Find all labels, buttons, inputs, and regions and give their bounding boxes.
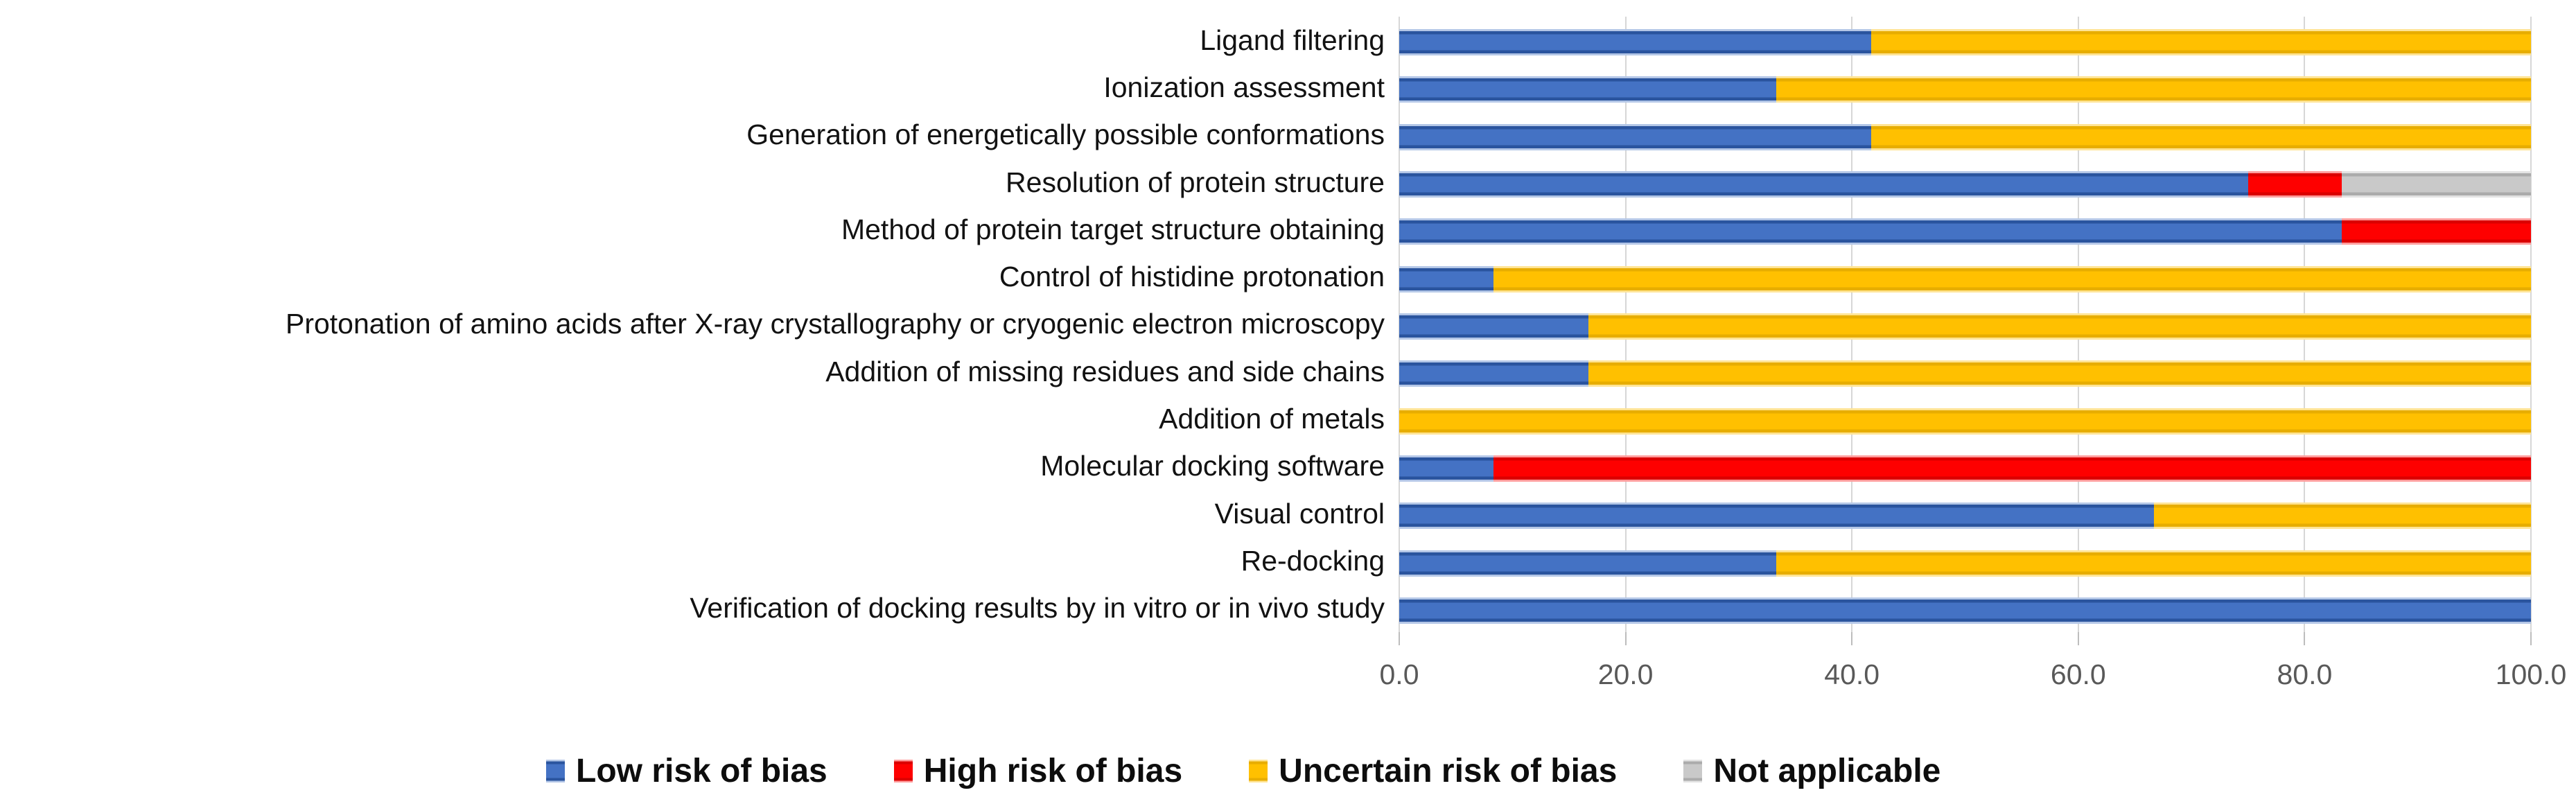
gridline bbox=[2530, 17, 2532, 632]
bar-segment-low-risk-of-bias bbox=[1399, 76, 1776, 103]
bar-segment-low-risk-of-bias bbox=[1399, 597, 2531, 624]
stacked-bar bbox=[1399, 265, 2531, 292]
bar-segment-low-risk-of-bias bbox=[1399, 313, 1588, 340]
x-axis-labels: 0.0 20.0 40.0 60.0 80.0 100.0 bbox=[1380, 658, 2567, 694]
x-axis-tick bbox=[2077, 632, 2079, 645]
bar-segment-uncertain-risk-of-bias bbox=[1870, 123, 2531, 150]
bar-segment-low-risk-of-bias bbox=[1399, 360, 1588, 387]
x-axis-tickmarks bbox=[1399, 632, 2532, 645]
x-axis-tick bbox=[1624, 632, 1627, 645]
bar-row bbox=[1399, 112, 2531, 159]
bar-segment-low-risk-of-bias bbox=[1399, 550, 1776, 577]
legend-swatch bbox=[1683, 759, 1703, 783]
x-axis-tick-label: 0.0 bbox=[1379, 658, 1419, 690]
legend-item: Not applicable bbox=[1683, 752, 1940, 790]
stacked-bar bbox=[1399, 503, 2531, 530]
bar-row bbox=[1399, 301, 2531, 348]
legend-label: High risk of bias bbox=[923, 752, 1183, 789]
bar-segment-low-risk-of-bias bbox=[1399, 29, 1871, 56]
bar-row bbox=[1399, 17, 2531, 64]
bar-segment-uncertain-risk-of-bias bbox=[1399, 408, 2531, 435]
stacked-bar bbox=[1399, 29, 2531, 56]
category-label: Molecular docking software bbox=[1040, 450, 1385, 482]
bar-segment-uncertain-risk-of-bias bbox=[1493, 265, 2531, 292]
legend-label: Not applicable bbox=[1713, 752, 1941, 789]
bar-segment-low-risk-of-bias bbox=[1399, 265, 1493, 292]
category-label: Generation of energetically possible con… bbox=[746, 119, 1385, 151]
stacked-bar bbox=[1399, 408, 2531, 435]
bar-row bbox=[1399, 585, 2531, 632]
x-axis-tick bbox=[2304, 632, 2306, 645]
bar-segment-high-risk-of-bias bbox=[2342, 218, 2531, 245]
category-label: Protonation of amino acids after X-ray c… bbox=[285, 308, 1385, 340]
category-label: Ligand filtering bbox=[1200, 24, 1385, 56]
x-axis-tick bbox=[1851, 632, 1853, 645]
bar-segment-low-risk-of-bias bbox=[1399, 218, 2342, 245]
stacked-bar bbox=[1399, 218, 2531, 245]
legend-item: Uncertain risk of bias bbox=[1249, 752, 1617, 790]
x-axis-tick-label: 20.0 bbox=[1597, 658, 1654, 690]
legend-swatch bbox=[546, 759, 565, 783]
bar-row bbox=[1399, 490, 2531, 537]
stacked-bar bbox=[1399, 76, 2531, 103]
bar-segment-low-risk-of-bias bbox=[1399, 171, 2248, 198]
stacked-bar bbox=[1399, 171, 2531, 198]
legend-item: High risk of bias bbox=[893, 752, 1183, 790]
stacked-bar bbox=[1399, 313, 2531, 340]
category-label: Re-docking bbox=[1241, 545, 1385, 577]
stacked-bar bbox=[1399, 123, 2531, 150]
bar-segment-high-risk-of-bias bbox=[2248, 171, 2342, 198]
bar-segment-high-risk-of-bias bbox=[1493, 455, 2531, 482]
plot-area bbox=[1399, 17, 2532, 632]
bar-row bbox=[1399, 348, 2531, 395]
bar-segment-low-risk-of-bias bbox=[1399, 503, 2155, 530]
bar-segment-uncertain-risk-of-bias bbox=[1870, 29, 2531, 56]
bar-row bbox=[1399, 206, 2531, 253]
legend-item: Low risk of bias bbox=[546, 752, 827, 790]
bar-segment-uncertain-risk-of-bias bbox=[1776, 550, 2531, 577]
stacked-bar bbox=[1399, 455, 2531, 482]
bar-segment-uncertain-risk-of-bias bbox=[1588, 360, 2531, 387]
bar-segment-uncertain-risk-of-bias bbox=[2154, 503, 2531, 530]
x-axis-tick-label: 80.0 bbox=[2277, 658, 2333, 690]
legend-label: Uncertain risk of bias bbox=[1279, 752, 1618, 789]
bar-row bbox=[1399, 64, 2531, 111]
bar-segment-low-risk-of-bias bbox=[1399, 123, 1871, 150]
x-axis-tick bbox=[1399, 632, 1400, 645]
bar-segment-low-risk-of-bias bbox=[1399, 455, 1493, 482]
category-label: Ionization assessment bbox=[1103, 71, 1385, 103]
chart-legend: Low risk of bias High risk of bias Uncerta… bbox=[546, 751, 1940, 790]
legend-label: Low risk of bias bbox=[576, 752, 827, 789]
bar-row bbox=[1399, 254, 2531, 301]
category-label: Verification of docking results by in vi… bbox=[690, 592, 1385, 624]
bar-row bbox=[1399, 395, 2531, 442]
x-axis-tick-label: 40.0 bbox=[1824, 658, 1880, 690]
x-axis-tick-label: 100.0 bbox=[2495, 658, 2567, 690]
bar-row bbox=[1399, 159, 2531, 206]
category-axis: Ligand filtering Ionization assessment Gen… bbox=[0, 17, 1385, 632]
category-label: Method of protein target structure obtai… bbox=[841, 213, 1385, 245]
stacked-bar bbox=[1399, 550, 2531, 577]
category-label: Addition of missing residues and side ch… bbox=[825, 355, 1385, 387]
legend-swatch bbox=[1249, 759, 1268, 783]
bar-row bbox=[1399, 537, 2531, 584]
legend-swatch bbox=[893, 759, 913, 783]
bar-row bbox=[1399, 443, 2531, 490]
category-label: Addition of metals bbox=[1159, 403, 1385, 435]
x-axis-tick-label: 60.0 bbox=[2050, 658, 2106, 690]
bar-segment-uncertain-risk-of-bias bbox=[1588, 313, 2531, 340]
category-label: Visual control bbox=[1214, 497, 1385, 530]
stacked-bar bbox=[1399, 360, 2531, 387]
category-label: Control of histidine protonation bbox=[999, 261, 1385, 293]
stacked-bar bbox=[1399, 597, 2531, 624]
bar-segment-not-applicable bbox=[2342, 171, 2531, 198]
category-label: Resolution of protein structure bbox=[1006, 166, 1385, 198]
bar-rows bbox=[1399, 17, 2531, 632]
bar-segment-uncertain-risk-of-bias bbox=[1776, 76, 2531, 103]
x-axis-tick bbox=[2530, 632, 2532, 645]
